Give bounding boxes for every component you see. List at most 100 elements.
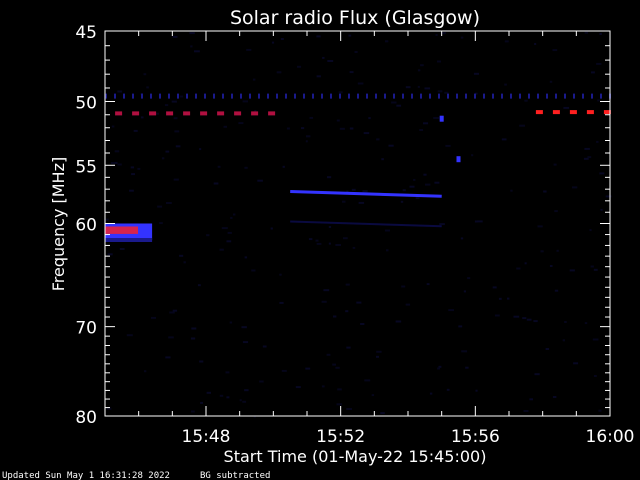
burst-dash	[411, 93, 413, 99]
noise-speck	[420, 64, 424, 67]
burst-dash	[105, 93, 107, 99]
burst-dash	[183, 111, 191, 116]
noise-speck	[549, 265, 553, 267]
noise-speck	[543, 190, 547, 193]
noise-speck	[492, 286, 497, 289]
noise-speck	[458, 325, 463, 328]
noise-speck	[510, 189, 513, 192]
noise-speck	[598, 409, 602, 412]
noise-speck	[552, 396, 557, 398]
burst-dash	[123, 93, 125, 99]
noise-speck	[161, 157, 165, 160]
noise-speck	[360, 323, 365, 325]
noise-speck	[338, 91, 343, 94]
noise-speck	[119, 248, 125, 250]
noise-speck	[391, 101, 397, 104]
noise-speck	[322, 56, 325, 59]
noise-speck	[395, 320, 402, 323]
noise-speck	[605, 195, 612, 198]
noise-speck	[281, 369, 287, 372]
noise-speck	[590, 265, 594, 268]
updated-timestamp: Updated Sun May 1 16:31:28 2022	[2, 471, 170, 480]
burst-dash	[535, 110, 543, 115]
noise-speck	[475, 389, 478, 392]
burst-dash	[303, 93, 305, 99]
y-tick-label: 80	[75, 408, 97, 428]
noise-speck	[504, 40, 509, 43]
burst-dash	[573, 93, 575, 99]
noise-speck	[252, 78, 256, 81]
noise-speck	[526, 318, 532, 321]
noise-speck	[199, 148, 202, 151]
bg-subtracted-note: BG subtracted	[200, 471, 270, 480]
noise-speck	[179, 254, 184, 257]
noise-speck	[346, 346, 351, 349]
noise-speck	[117, 90, 123, 93]
noise-speck	[552, 49, 558, 52]
noise-speck	[435, 34, 438, 36]
noise-speck	[437, 60, 441, 63]
burst-dash	[510, 93, 512, 99]
noise-speck	[415, 197, 420, 200]
noise-speck	[573, 362, 579, 365]
noise-speck	[437, 367, 440, 370]
noise-speck	[429, 392, 433, 395]
noise-speck	[438, 365, 442, 368]
noise-speck	[206, 234, 210, 237]
noise-speck	[332, 363, 336, 366]
burst-dash	[200, 111, 208, 116]
noise-speck	[357, 82, 364, 85]
noise-speck	[507, 297, 510, 300]
noise-speck	[189, 32, 195, 35]
noise-speck	[270, 227, 273, 230]
noise-speck	[460, 36, 464, 39]
noise-speck	[473, 72, 479, 75]
noise-speck	[335, 366, 340, 369]
burst-dash	[217, 111, 225, 116]
noise-speck	[180, 95, 184, 98]
noise-speck	[244, 389, 249, 392]
burst-dash	[501, 93, 503, 99]
noise-speck	[593, 375, 597, 377]
noise-speck	[131, 173, 135, 176]
noise-speck	[446, 388, 450, 391]
noise-speck	[417, 69, 421, 72]
noise-speck	[423, 122, 429, 125]
noise-speck	[534, 43, 537, 45]
chart-title: Solar radio Flux (Glasgow)	[230, 7, 480, 29]
noise-speck	[596, 140, 599, 143]
noise-speck	[396, 104, 402, 107]
drift-line	[290, 190, 442, 198]
y-tick-label: 50	[75, 94, 97, 114]
noise-speck	[529, 398, 533, 401]
burst-dash	[456, 93, 458, 99]
noise-speck	[376, 138, 380, 141]
burst-dash	[276, 93, 278, 99]
noise-speck	[400, 200, 404, 203]
x-tick-label: 15:52	[316, 427, 365, 447]
noise-speck	[513, 315, 520, 318]
noise-speck	[230, 216, 233, 219]
noise-speck	[345, 283, 350, 286]
burst-dash	[339, 93, 341, 99]
burst-dash	[483, 93, 485, 99]
noise-speck	[301, 127, 305, 130]
burst-dash	[141, 93, 143, 99]
noise-speck	[190, 45, 193, 48]
noise-speck	[440, 32, 445, 35]
noise-speck	[143, 73, 147, 76]
noise-speck	[589, 229, 592, 232]
noise-speck	[349, 71, 354, 74]
x-tick-label: 15:48	[182, 427, 231, 447]
noise-speck	[223, 125, 227, 128]
noise-speck	[583, 157, 589, 160]
noise-speck	[191, 327, 197, 330]
noise-speck	[540, 250, 544, 253]
noise-speck	[226, 396, 230, 399]
noise-speck	[504, 83, 507, 86]
noise-speck	[376, 350, 382, 353]
noise-speck	[467, 277, 471, 280]
burst-dash	[213, 93, 215, 99]
noise-speck	[279, 301, 284, 304]
